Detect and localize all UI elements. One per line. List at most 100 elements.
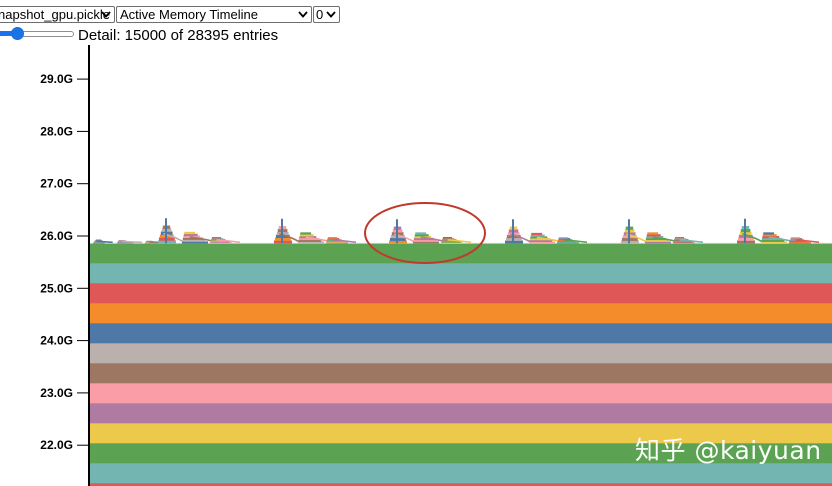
memory-band <box>89 263 832 284</box>
spike-block <box>558 237 569 239</box>
snapshot-select[interactable]: napshot_gpu.pickle <box>0 6 115 23</box>
spike-block <box>210 241 230 243</box>
y-tick-label: 23.0G <box>40 386 73 400</box>
chevron-down-icon <box>100 7 112 22</box>
y-tick-label: 24.0G <box>40 334 73 348</box>
spike-block <box>673 241 693 243</box>
spike-block <box>182 241 208 244</box>
watermark: 知乎 @kaiyuan <box>635 436 822 465</box>
spike-peak <box>281 218 283 244</box>
memory-band <box>89 283 832 304</box>
spike-peak <box>512 219 514 244</box>
spike-block <box>442 237 453 239</box>
y-tick-label: 28.0G <box>40 124 73 138</box>
allocation-spikes <box>93 218 820 244</box>
spike-block <box>789 241 809 243</box>
chevron-down-icon <box>297 7 309 22</box>
spike-block <box>415 232 427 235</box>
spike-block <box>673 242 695 244</box>
spike-block <box>298 241 324 244</box>
memory-band <box>89 243 832 264</box>
spike-block <box>210 242 232 244</box>
spike-block <box>326 240 344 242</box>
spike-peak <box>165 218 167 244</box>
spike-group <box>158 218 241 244</box>
spike-group <box>621 219 704 244</box>
spike-block <box>414 234 429 237</box>
spike-group <box>274 218 357 244</box>
spike-block <box>529 238 550 241</box>
spike-block <box>531 232 543 236</box>
snapshot-select-value: napshot_gpu.pickle <box>0 7 111 22</box>
spike-block <box>210 240 228 242</box>
spike-block <box>298 237 319 241</box>
spike-block <box>299 234 314 237</box>
spike-block <box>529 241 555 244</box>
view-select-value: Active Memory Timeline <box>120 7 258 22</box>
spike-block <box>557 242 579 244</box>
y-tick-label: 22.0G <box>40 438 73 452</box>
chevron-down-icon <box>325 7 337 22</box>
spike-peak <box>628 219 630 244</box>
spike-tail <box>332 239 357 244</box>
y-tick-label: 29.0G <box>40 72 73 86</box>
spike-block <box>96 239 101 241</box>
spike-block <box>117 242 134 244</box>
spike-group <box>737 218 820 244</box>
spike-block <box>558 238 571 240</box>
spike-tail <box>96 240 113 244</box>
spike-block <box>326 241 346 243</box>
spike-block <box>117 242 133 244</box>
spike-block <box>298 239 322 242</box>
detail-slider-thumb[interactable] <box>11 27 24 40</box>
view-select[interactable]: Active Memory Timeline <box>116 6 312 23</box>
spike-tail <box>563 239 588 244</box>
spike-group <box>93 239 168 244</box>
spike-block <box>790 237 801 239</box>
y-tick-label: 26.0G <box>40 229 73 243</box>
memory-band <box>89 323 832 344</box>
detail-slider[interactable] <box>0 27 76 40</box>
spike-block <box>790 238 803 240</box>
memory-band <box>89 443 832 464</box>
spike-block <box>300 232 312 235</box>
spike-block <box>647 232 659 235</box>
spike-block <box>211 237 222 239</box>
spike-tail <box>447 239 472 244</box>
memory-band <box>89 383 832 404</box>
y-tick-label: 25.0G <box>40 281 73 295</box>
spike-block <box>118 240 126 242</box>
memory-band <box>89 343 832 364</box>
spike-block <box>645 237 666 241</box>
spike-block <box>326 242 348 244</box>
device-select-value: 0 <box>316 7 324 22</box>
spike-tail <box>122 240 142 244</box>
spike-group <box>505 219 588 244</box>
spike-block <box>211 238 224 240</box>
spike-tail <box>216 239 241 244</box>
device-select[interactable]: 0 <box>313 6 340 23</box>
spike-block <box>441 242 463 244</box>
spike-peak <box>396 219 398 244</box>
spike-peak <box>744 218 746 244</box>
spike-block <box>645 241 671 244</box>
memory-band <box>89 423 832 444</box>
spike-block <box>93 241 104 244</box>
spike-block <box>557 241 577 243</box>
memory-band <box>89 483 832 486</box>
spike-block <box>673 240 691 242</box>
spike-block <box>646 234 661 237</box>
detail-text: Detail: 15000 of 28395 entries <box>78 27 279 44</box>
spike-group <box>389 219 472 244</box>
detail-slider-fill <box>0 31 20 36</box>
annotation-ellipse <box>364 202 486 264</box>
spike-block <box>93 242 105 244</box>
spike-block <box>413 237 434 241</box>
spike-block <box>789 240 807 242</box>
spike-block <box>761 237 782 241</box>
spike-block <box>183 233 198 237</box>
spike-tail <box>795 239 820 244</box>
spike-block <box>146 240 153 242</box>
spike-block <box>557 240 575 242</box>
